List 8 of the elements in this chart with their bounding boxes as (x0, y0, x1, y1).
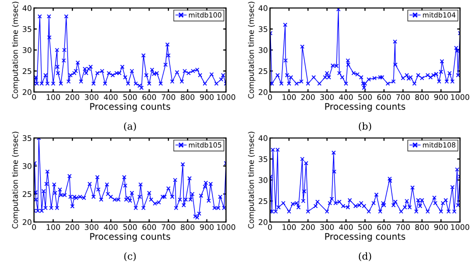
text: (d) (358, 252, 372, 262)
text: (a) (124, 122, 136, 132)
text: (b) (358, 122, 372, 132)
x-axis-title: Processing counts (325, 102, 406, 112)
x-axis-title: Processing counts (90, 232, 170, 242)
x-axis-title: Processing counts (90, 102, 170, 112)
text: (c) (124, 252, 136, 262)
x-axis-title: Processing counts (325, 232, 406, 242)
